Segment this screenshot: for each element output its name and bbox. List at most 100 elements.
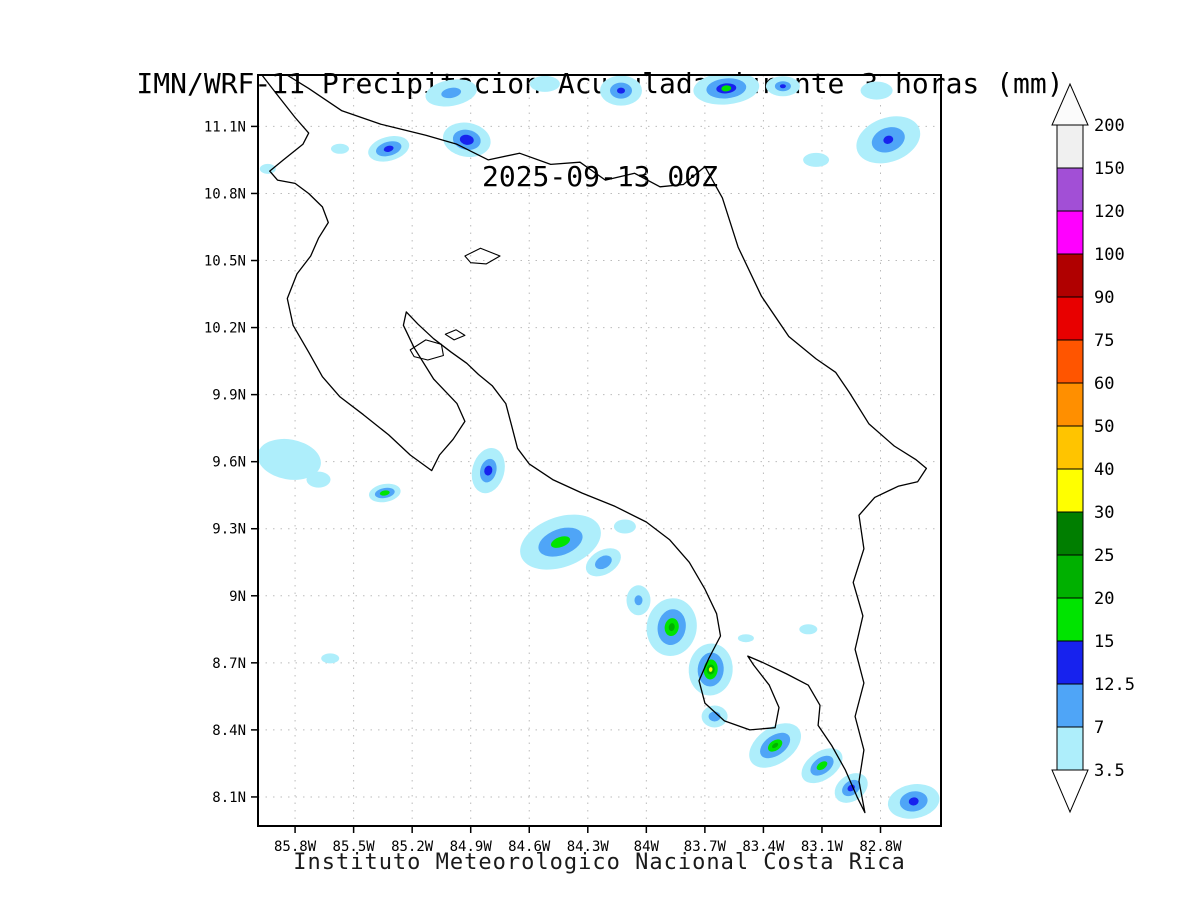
colorbar-label: 12.5	[1094, 675, 1135, 695]
precip-cell	[259, 163, 276, 174]
map-frame	[257, 74, 942, 827]
colorbar-segment	[1056, 253, 1084, 298]
precip-cell	[887, 784, 940, 819]
precip-cell	[529, 75, 560, 92]
y-tick-label: 8.4N	[212, 723, 246, 739]
precip-cell	[688, 643, 733, 696]
colorbar-segment	[1056, 167, 1084, 212]
precip-shade-l1	[529, 75, 560, 92]
institute-caption: Instituto Meteorologico Nacional Costa R…	[293, 850, 906, 875]
precip-shade-l1	[803, 152, 830, 167]
y-tick-label: 8.1N	[212, 790, 246, 806]
precip-shade-l1	[331, 143, 349, 154]
precip-shade-l4	[721, 85, 732, 92]
colorbar-segment	[1056, 597, 1084, 642]
precip-shade-l4	[550, 536, 571, 548]
colorbar-segment	[1056, 511, 1084, 556]
y-tick-label: 10.5N	[204, 254, 246, 270]
colorbar-over-arrow	[1051, 82, 1089, 126]
x-tick-label: 84.3W	[567, 839, 610, 855]
colorbar-label: 20	[1094, 589, 1114, 609]
y-tick-label: 9.3N	[212, 522, 246, 538]
precip-cell	[860, 81, 893, 100]
precip-shade-l3	[908, 797, 919, 806]
precip-shade-l2	[595, 555, 612, 570]
precip-shade-l3	[459, 134, 474, 145]
precip-shade-l1	[737, 634, 754, 643]
precip-shade-l1	[799, 624, 818, 635]
precip-cell	[306, 471, 331, 488]
colorbar-label: 150	[1094, 159, 1125, 179]
y-tick-label: 10.8N	[204, 186, 246, 202]
colorbar-label: 120	[1094, 202, 1125, 222]
precip-shade-l4	[379, 490, 390, 496]
precip-shade-l5	[668, 623, 675, 632]
precip-cell	[801, 748, 843, 784]
y-tick-label: 9.9N	[212, 388, 246, 404]
colorbar-label: 90	[1094, 288, 1114, 308]
colorbar-label: 3.5	[1094, 761, 1125, 781]
precip-cell	[425, 79, 477, 107]
x-tick-label: 85.2W	[391, 839, 434, 855]
colorbar-label: 200	[1094, 116, 1125, 136]
colorbar-segment	[1056, 468, 1084, 513]
colorbar-segment	[1056, 425, 1084, 470]
colorbar-segment	[1056, 296, 1084, 341]
y-tick-label: 11.1N	[204, 119, 246, 135]
precip-cell	[799, 624, 818, 635]
colorbar-segment	[1056, 683, 1084, 728]
colorbar-segment	[1056, 124, 1084, 169]
colorbar-label: 50	[1094, 417, 1114, 437]
precip-cell	[585, 548, 621, 577]
y-tick-label: 10.2N	[204, 321, 246, 337]
precip-cell	[442, 122, 491, 158]
precip-cell	[368, 483, 401, 503]
precip-cell	[368, 135, 410, 162]
colorbar-label: 15	[1094, 632, 1114, 652]
coastline-costa-rica	[261, 75, 928, 814]
x-tick-label: 83.7W	[684, 839, 727, 855]
x-tick-label: 85.5W	[333, 839, 376, 855]
precip-shade-l1	[258, 438, 321, 480]
precip-shade-l1	[613, 519, 636, 534]
precip-shade-l5	[772, 742, 779, 749]
y-tick-label: 8.7N	[212, 656, 246, 672]
precip-shade-l1	[860, 81, 893, 100]
precip-cell	[701, 705, 728, 728]
x-tick-label: 82.8W	[859, 839, 902, 855]
colorbar-label: 75	[1094, 331, 1114, 351]
precip-shade-l7	[708, 667, 713, 672]
precip-cell	[834, 773, 868, 803]
colorbar-label: 25	[1094, 546, 1114, 566]
precip-shade-l1	[259, 163, 276, 174]
precip-cell	[331, 143, 349, 154]
precip-cell	[600, 75, 642, 106]
precip-cell	[471, 448, 505, 494]
precip-cell	[613, 519, 636, 534]
precip-shade-l2	[441, 87, 462, 99]
precip-shade-l3	[383, 145, 394, 152]
precip-cell	[520, 514, 601, 570]
precip-shade-l3	[779, 84, 786, 89]
colorbar-segment	[1056, 339, 1084, 384]
colorbar-segment	[1056, 726, 1084, 771]
precip-shade-l1	[306, 471, 331, 488]
precip-cell	[765, 76, 800, 97]
island-outline	[464, 247, 501, 265]
precip-cell	[856, 116, 921, 164]
island-outline	[409, 339, 444, 361]
precip-shade-l2	[634, 595, 643, 606]
y-tick-label: 9N	[229, 589, 246, 605]
precip-shade-l4	[816, 761, 828, 771]
precip-cell	[258, 438, 321, 480]
colorbar-label: 100	[1094, 245, 1125, 265]
precip-cell	[803, 152, 830, 167]
x-tick-label: 84.6W	[508, 839, 551, 855]
precip-cell	[749, 723, 802, 768]
plot-valid-time: 2025-09-13 00Z	[481, 160, 718, 193]
colorbar-label: 7	[1094, 718, 1104, 738]
y-tick-label: 9.6N	[212, 455, 246, 471]
precip-cell	[321, 653, 340, 664]
